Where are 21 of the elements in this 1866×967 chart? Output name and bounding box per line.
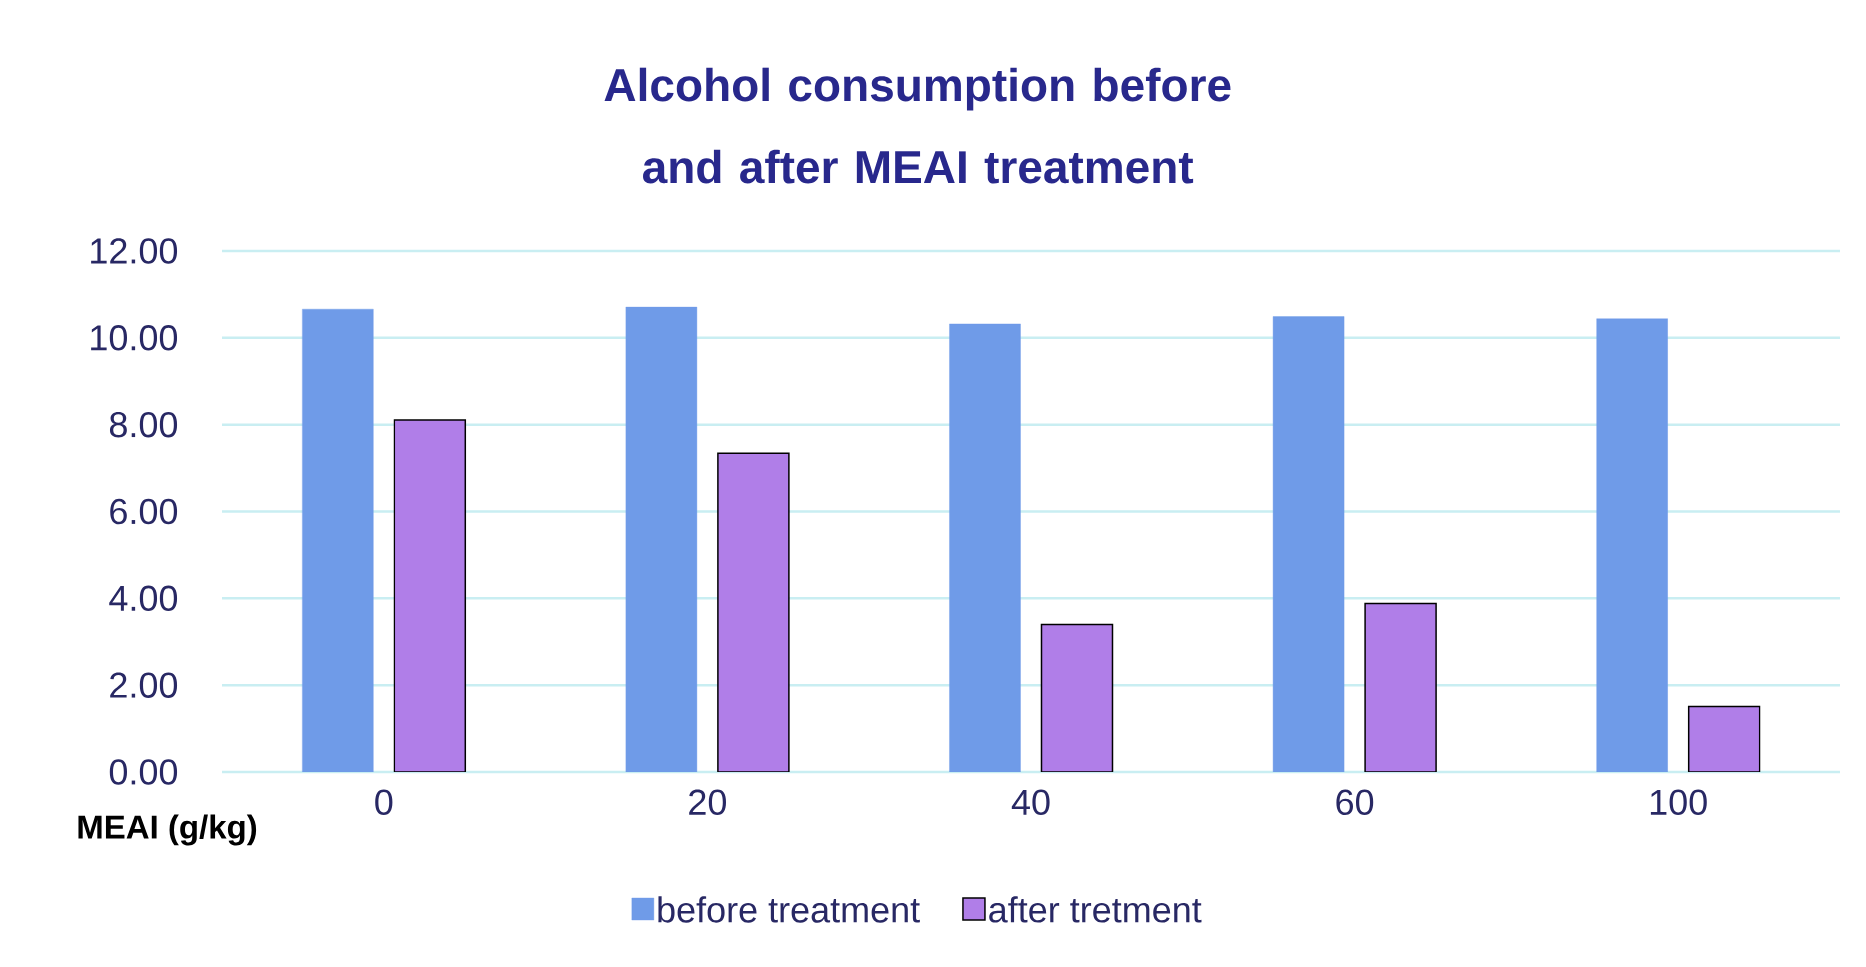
x-tick-label: 0 [375, 789, 393, 816]
y-tick-label: 6.00 [110, 498, 178, 525]
bar [1364, 602, 1437, 772]
y-tick-label: 4.00 [109, 585, 178, 612]
chart-title: Alcohol consumption before and after MEAI treatment [604, 67, 1231, 184]
x-tick-label: 100 [1650, 789, 1707, 816]
x-tick-label: 20 [689, 789, 727, 816]
bar [1687, 705, 1761, 772]
bar [1040, 623, 1114, 772]
y-tick-label: 8.00 [109, 411, 178, 438]
y-tick-label: 12.00 [91, 238, 178, 264]
x-tick-label: 40 [1011, 789, 1050, 816]
legend-label: before treatment [658, 896, 920, 923]
legend-label: after tretment [989, 896, 1202, 923]
y-tick-label: 2.00 [110, 672, 178, 698]
y-tick-label: 0.00 [109, 759, 178, 785]
x-axis-title: MEAI (g/kg) [78, 814, 257, 846]
bar [393, 419, 467, 772]
bar [717, 452, 790, 772]
x-tick-label: 60 [1336, 789, 1374, 816]
y-tick-label: 10.00 [91, 325, 178, 351]
